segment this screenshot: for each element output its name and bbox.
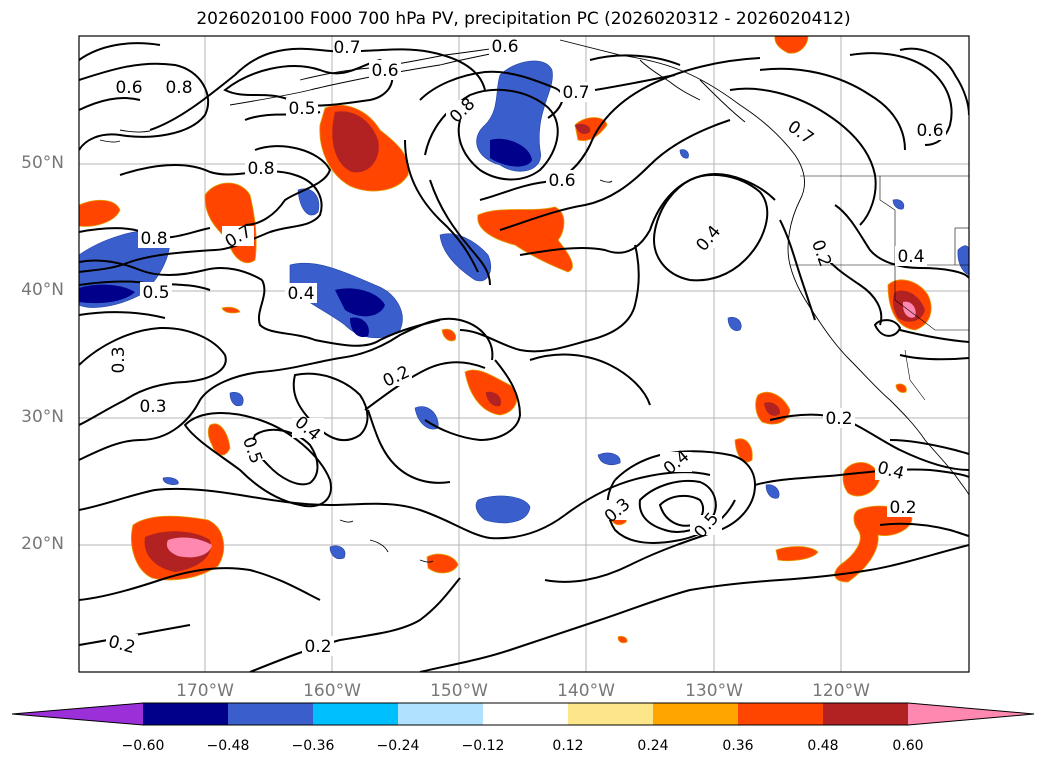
- contour-label: 0.8: [165, 78, 192, 98]
- contour-label: 0.7: [562, 83, 589, 103]
- colorbar-under-arrow: [12, 703, 143, 725]
- colorbar-segment: [143, 703, 228, 725]
- contour-label: 0.8: [140, 229, 167, 249]
- contour-label: 0.3: [139, 397, 166, 417]
- longitude-label: 160°W: [303, 681, 361, 701]
- colorbar-tick-label: 0.36: [722, 738, 754, 754]
- colorbar-tick-label: −0.60: [121, 738, 165, 754]
- contour-label: 0.7: [333, 38, 360, 58]
- contour-label: 0.2: [889, 498, 916, 518]
- colorbar-outline: [11, 702, 1035, 726]
- contour-label: 0.8: [446, 94, 479, 127]
- colorbar-tick-label: 0.24: [637, 738, 669, 754]
- contour-label: 0.4: [287, 284, 314, 304]
- colorbar-segment: [228, 703, 313, 725]
- contour-label: 0.6: [548, 171, 575, 191]
- contour-label: 0.4: [692, 222, 725, 256]
- latitude-label: 40°N: [21, 280, 64, 300]
- longitude-label: 170°W: [176, 681, 234, 701]
- colorbar-segment: [568, 703, 653, 725]
- colorbar-tick-label: −0.36: [291, 738, 335, 754]
- colorbar-tick-label: −0.12: [461, 738, 505, 754]
- longitude-label: 150°W: [430, 681, 488, 701]
- latitude-label: 30°N: [21, 407, 64, 427]
- plot-frame: [78, 35, 970, 673]
- contour-label: 0.4: [291, 412, 325, 445]
- colorbar-tick-label: −0.48: [206, 738, 250, 754]
- precip-positive: [79, 36, 932, 644]
- longitude-label: 120°W: [812, 681, 870, 701]
- contour-label: 0.5: [238, 434, 266, 466]
- contour-label: 0.3: [601, 494, 635, 527]
- contour-label: 0.2: [807, 237, 835, 269]
- colorbar-tick-label: 0.60: [892, 738, 924, 754]
- contour-label: 0.5: [142, 283, 169, 303]
- precip-negative: [79, 60, 969, 560]
- latitude-label: 50°N: [21, 153, 64, 173]
- contour-label: 0.4: [897, 247, 924, 267]
- colorbar-over-arrow: [908, 703, 1034, 725]
- latitude-label: 20°N: [21, 534, 64, 554]
- colorbar-segment: [483, 703, 568, 725]
- contour-label: 0.6: [371, 61, 398, 81]
- colorbar-segment: [313, 703, 398, 725]
- contour-label: 0.5: [288, 99, 315, 119]
- map-title: 2026020100 F000 700 hPa PV, precipitatio…: [196, 9, 851, 29]
- gridlines: [79, 36, 969, 672]
- colorbar-segment: [823, 703, 908, 725]
- longitude-label: 140°W: [557, 681, 615, 701]
- colorbar-tick-label: −0.24: [376, 738, 420, 754]
- colorbar: [11, 702, 1035, 726]
- colorbar-tick-label: 0.48: [807, 738, 839, 754]
- pv-contours: [79, 42, 969, 672]
- contour-label: 0.6: [115, 78, 142, 98]
- longitude-label: 130°W: [685, 681, 743, 701]
- contour-label: 0.2: [304, 637, 331, 657]
- contour-label: 0.8: [247, 159, 274, 179]
- contour-label: 0.6: [491, 37, 518, 57]
- coastlines: [79, 39, 969, 563]
- contour-label-boxes: [102, 36, 946, 656]
- contour-label: 0.7: [784, 117, 818, 149]
- contour-label: 0.6: [916, 121, 943, 141]
- borders: [790, 175, 969, 401]
- contour-label: 0.2: [825, 409, 852, 429]
- colorbar-segment: [738, 703, 823, 725]
- colorbar-segment: [398, 703, 483, 725]
- contour-label: 0.3: [109, 346, 129, 373]
- colorbar-segment: [653, 703, 738, 725]
- colorbar-tick-label: 0.12: [552, 738, 584, 754]
